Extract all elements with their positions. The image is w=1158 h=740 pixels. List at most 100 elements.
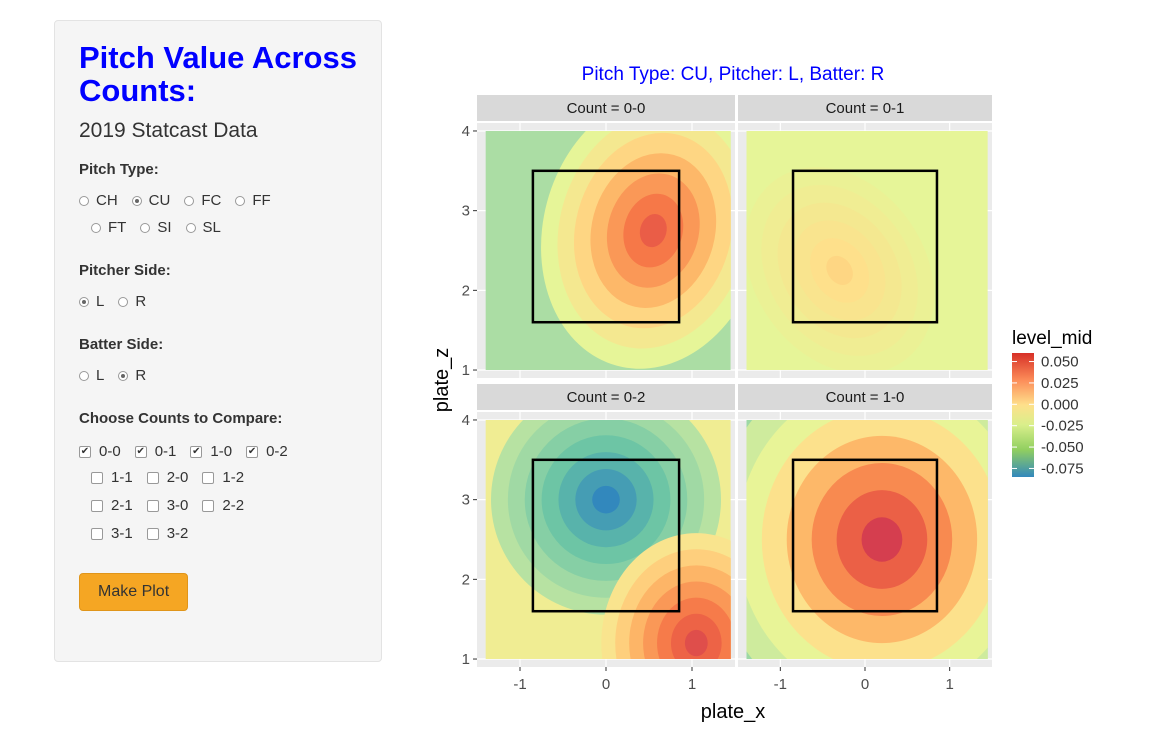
count-option-label: 3-1	[111, 525, 133, 542]
radio-button[interactable]	[118, 371, 129, 381]
pitch-type-option-ff[interactable]: FF	[235, 188, 271, 214]
radio-button[interactable]	[118, 297, 129, 307]
strike-zone	[791, 458, 939, 613]
batter-side-option-r[interactable]: R	[118, 363, 146, 389]
count-option-label: 2-0	[166, 469, 189, 486]
counts-label: Choose Counts to Compare:	[79, 410, 283, 427]
facet-panel: Count = 0-0	[477, 95, 735, 378]
chart-legend: level_mid 0.050 0.025 0.000 -0.025 -0.050 -0.…	[1012, 328, 1092, 477]
radio-button[interactable]	[79, 371, 89, 381]
contour-band	[861, 517, 903, 562]
checkbox[interactable]	[146, 472, 159, 484]
y-tick-label: 2	[462, 282, 470, 299]
radio-button[interactable]	[91, 223, 101, 233]
count-option-2-2[interactable]: 2-2	[202, 493, 244, 519]
batter-side-option-label: R	[135, 367, 147, 384]
count-option-2-1[interactable]: 2-1	[91, 493, 133, 519]
strike-zone	[531, 458, 681, 613]
checkbox[interactable]: ✔	[190, 446, 203, 458]
chart-title: Pitch Type: CU, Pitcher: L, Batter: R	[582, 64, 885, 85]
counts-checkbox-group: ✔ 0-0 ✔ 0-1 ✔ 1-0 ✔ 0-2 1-1 2-0 1-2 2-1 3-0 2-2 3-1 3-2	[79, 437, 369, 549]
legend-label: 0.000	[1041, 396, 1079, 413]
x-tick-label: 0	[602, 676, 610, 693]
count-option-label: 3-0	[166, 497, 189, 514]
checkbox[interactable]: ✔	[246, 446, 259, 458]
checkbox[interactable]	[91, 528, 103, 540]
checkbox[interactable]: ✔	[134, 446, 147, 458]
facet-strip	[477, 384, 735, 410]
count-option-1-0[interactable]: ✔ 1-0	[190, 439, 232, 465]
checkbox[interactable]	[91, 500, 103, 512]
pitch-type-option-label: CH	[96, 192, 118, 209]
contour-band	[639, 213, 667, 248]
radio-button[interactable]	[131, 196, 142, 206]
count-option-label: 0-0	[99, 443, 121, 460]
count-option-3-2[interactable]: 3-2	[146, 521, 188, 547]
pitcher-side-option-l[interactable]: L	[79, 289, 104, 315]
facet-panels: Count = 0-0 Count = 0-1 Count = 0-2 Count =…	[477, 95, 992, 667]
chart-svg: Pitch Type: CU, Pitcher: L, Batter: R Co…	[431, 64, 1092, 723]
y-tick-label: 4	[462, 412, 470, 429]
checkbox[interactable]	[146, 500, 159, 512]
count-option-label: 0-2	[266, 443, 288, 460]
batter-side-option-label: L	[96, 367, 105, 384]
facet-strip	[738, 384, 992, 410]
pitcher-side-option-label: L	[96, 293, 105, 310]
pitcher-side-label: Pitcher Side:	[79, 262, 171, 279]
pitch-type-option-label: FT	[108, 219, 127, 236]
x-tick-label: 1	[945, 676, 953, 693]
count-option-0-0[interactable]: ✔ 0-0	[79, 439, 121, 465]
pitch-type-option-label: SL	[202, 219, 221, 236]
pitch-type-option-ft[interactable]: FT	[91, 215, 126, 241]
strike-zone	[791, 169, 939, 324]
y-tick-label: 3	[462, 203, 470, 220]
batter-side-option-l[interactable]: L	[79, 363, 104, 389]
radio-button[interactable]	[79, 297, 89, 307]
pitcher-side-option-label: R	[135, 293, 147, 310]
count-option-0-1[interactable]: ✔ 0-1	[134, 439, 176, 465]
pitch-type-option-fc[interactable]: FC	[184, 188, 221, 214]
checkbox[interactable]	[91, 472, 103, 484]
checkbox[interactable]: ✔	[79, 446, 91, 458]
pitch-type-option-label: SI	[157, 219, 172, 236]
legend-label: -0.075	[1041, 460, 1084, 477]
count-option-0-2[interactable]: ✔ 0-2	[246, 439, 288, 465]
count-option-1-2[interactable]: 1-2	[202, 465, 244, 491]
radio-button[interactable]	[140, 223, 151, 233]
checkbox[interactable]	[202, 500, 215, 512]
pitch-type-option-ch[interactable]: CH	[79, 188, 118, 214]
count-option-3-1[interactable]: 3-1	[91, 521, 133, 547]
y-axis-label: plate_z	[431, 348, 453, 413]
pitch-type-option-si[interactable]: SI	[140, 215, 172, 241]
radio-button[interactable]	[235, 196, 246, 206]
count-option-2-0[interactable]: 2-0	[146, 465, 189, 491]
radio-button[interactable]	[185, 223, 196, 233]
count-option-label: 1-2	[222, 469, 245, 486]
radio-button[interactable]	[79, 196, 89, 206]
legend-label: -0.025	[1041, 418, 1084, 435]
pitch-type-option-label: FF	[252, 192, 271, 209]
y-tick-label: 1	[462, 362, 470, 379]
y-tick-label: 4	[462, 123, 470, 140]
checkbox[interactable]	[146, 528, 159, 540]
count-option-label: 2-2	[222, 497, 245, 514]
count-option-label: 1-1	[111, 469, 133, 486]
facet-panel: Count = 1-0	[738, 384, 992, 667]
count-option-1-1[interactable]: 1-1	[91, 465, 133, 491]
checkbox[interactable]	[202, 472, 215, 484]
pitcher-side-option-r[interactable]: R	[118, 289, 146, 315]
make-plot-button[interactable]: Make Plot	[79, 573, 189, 611]
x-tick-label: -1	[513, 676, 526, 693]
pitch-type-option-sl[interactable]: SL	[185, 215, 221, 241]
pitch-type-option-cu[interactable]: CU	[131, 188, 170, 214]
y-tick-label: 1	[462, 651, 470, 668]
facet-strip-label: Count = 0-0	[567, 100, 646, 117]
chart-axes: 1 2 3 4 1 2 3 4 -1 0 1 -1 0 1	[462, 123, 954, 693]
app-subtitle: 2019 Statcast Data	[79, 119, 258, 142]
radio-button[interactable]	[184, 196, 195, 206]
x-axis-label: plate_x	[701, 701, 766, 723]
contour-band	[684, 629, 708, 657]
contour-band	[826, 255, 853, 285]
count-option-3-0[interactable]: 3-0	[146, 493, 189, 519]
